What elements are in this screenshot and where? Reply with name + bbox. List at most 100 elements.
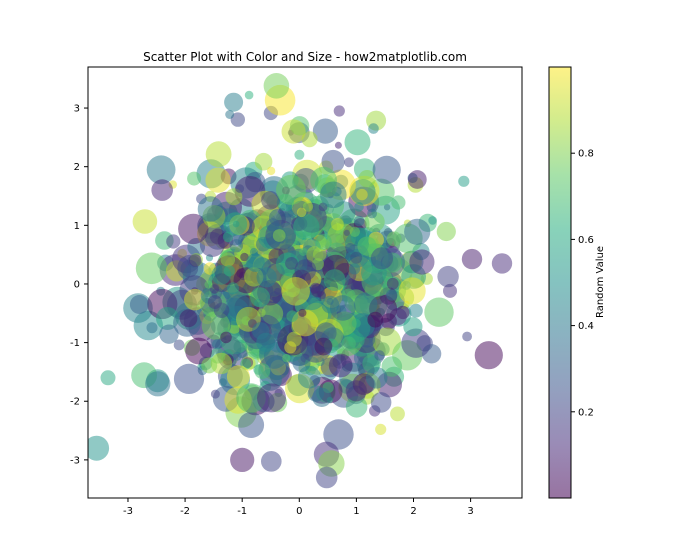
scatter-point <box>132 209 158 234</box>
scatter-point <box>218 378 227 387</box>
scatter-point <box>225 110 235 119</box>
scatter-point <box>381 356 403 377</box>
scatter-point <box>334 141 342 149</box>
scatter-point <box>344 157 354 168</box>
scatter-point <box>328 353 353 378</box>
y-axis-ticks: -3 -2 -1 0 1 2 3 <box>70 104 88 466</box>
scatter-point <box>428 216 437 225</box>
scatter-point <box>409 249 435 275</box>
scatter-point <box>281 277 311 306</box>
scatter-point <box>135 252 168 285</box>
scatter-point <box>367 208 377 219</box>
scatter-point <box>353 292 378 317</box>
colorbar-tick-label: 0.2 <box>578 407 594 418</box>
scatter-point <box>151 179 173 201</box>
y-tick-label: 3 <box>74 104 80 115</box>
scatter-point <box>368 123 379 134</box>
scatter-point <box>330 295 356 321</box>
scatter-point <box>226 365 250 389</box>
y-tick-label: -1 <box>70 338 80 349</box>
plot-frame <box>87 66 523 499</box>
scatter-point <box>145 371 171 397</box>
y-tick-label: -3 <box>70 455 80 466</box>
x-tick-label: -2 <box>180 506 190 517</box>
scatter-point <box>345 396 368 418</box>
scatter-point <box>240 252 249 262</box>
scatter-point <box>320 181 347 209</box>
scatter-point <box>236 383 266 413</box>
scatter-point <box>199 232 225 257</box>
scatter-point <box>197 196 224 222</box>
scatter-point <box>331 217 344 231</box>
scatter-point <box>213 302 230 318</box>
scatter-point <box>257 383 286 413</box>
scatter-point <box>372 155 401 184</box>
colorbar-label: Random Value <box>595 246 606 318</box>
scatter-point <box>230 447 255 472</box>
scatter-point <box>356 188 368 201</box>
scatter-point <box>250 287 271 308</box>
x-tick-label: 0 <box>296 506 302 517</box>
scatter-point <box>354 202 364 212</box>
scatter-point <box>341 336 356 351</box>
scatter-point <box>293 213 320 241</box>
scatter-point <box>314 337 333 356</box>
scatter-point <box>386 289 398 301</box>
scatter-point <box>212 339 223 350</box>
x-axis-ticks: -3 -2 -1 0 1 2 3 <box>123 498 474 517</box>
scatter-point <box>220 331 232 344</box>
scatter-point <box>159 324 179 344</box>
scatter-point <box>146 155 176 185</box>
scatter-point <box>230 112 245 127</box>
scatter-point <box>146 322 158 334</box>
scatter-point <box>274 287 282 295</box>
scatter-point <box>297 365 321 389</box>
scatter-point <box>166 234 181 249</box>
scatter-point <box>287 246 295 253</box>
scatter-point <box>386 277 399 290</box>
scatter-point <box>282 353 291 363</box>
colorbar-tick-label: 0.6 <box>578 235 594 246</box>
scatter-point <box>370 392 392 413</box>
scatter-point <box>351 318 361 328</box>
y-tick-label: -2 <box>70 397 80 408</box>
scatter-point <box>235 184 245 193</box>
scatter-point <box>256 267 277 288</box>
scatter-point <box>367 311 384 328</box>
scatter-point <box>257 308 266 318</box>
y-tick-label: 1 <box>74 221 80 232</box>
scatter-point <box>315 466 338 489</box>
scatter-point <box>343 229 350 236</box>
scatter-point <box>100 370 116 386</box>
scatter-point <box>263 73 290 99</box>
scatter-point <box>436 221 456 242</box>
scatter-point <box>291 309 319 337</box>
scatter-point <box>276 174 306 205</box>
scatter-point <box>294 259 317 281</box>
scatter-point <box>491 253 513 274</box>
scatter-point <box>223 265 235 277</box>
scatter-point <box>232 220 240 228</box>
scatter-point <box>323 269 346 291</box>
scatter-point <box>333 105 345 117</box>
scatter-point <box>266 218 280 232</box>
scatter-point <box>129 295 149 314</box>
scatter-point <box>365 367 388 389</box>
scatter-point <box>88 435 110 461</box>
scatter-point <box>204 280 213 289</box>
scatter-point <box>286 331 302 347</box>
scatter-point <box>227 282 239 295</box>
scatter-point <box>390 406 405 422</box>
scatter-point <box>375 423 387 435</box>
colorbar-ticks: 0.2 0.4 0.6 0.8 <box>571 149 594 418</box>
scatter-point <box>370 247 394 270</box>
scatter-point <box>407 170 427 189</box>
scatter-point <box>315 233 332 250</box>
scatter-point <box>357 236 377 256</box>
scatter-point <box>261 191 280 210</box>
scatter-point <box>187 171 202 186</box>
scatter-point <box>201 357 218 374</box>
scatter-point <box>264 355 290 381</box>
y-tick-label: 2 <box>74 162 80 173</box>
scatter-point <box>285 257 298 270</box>
